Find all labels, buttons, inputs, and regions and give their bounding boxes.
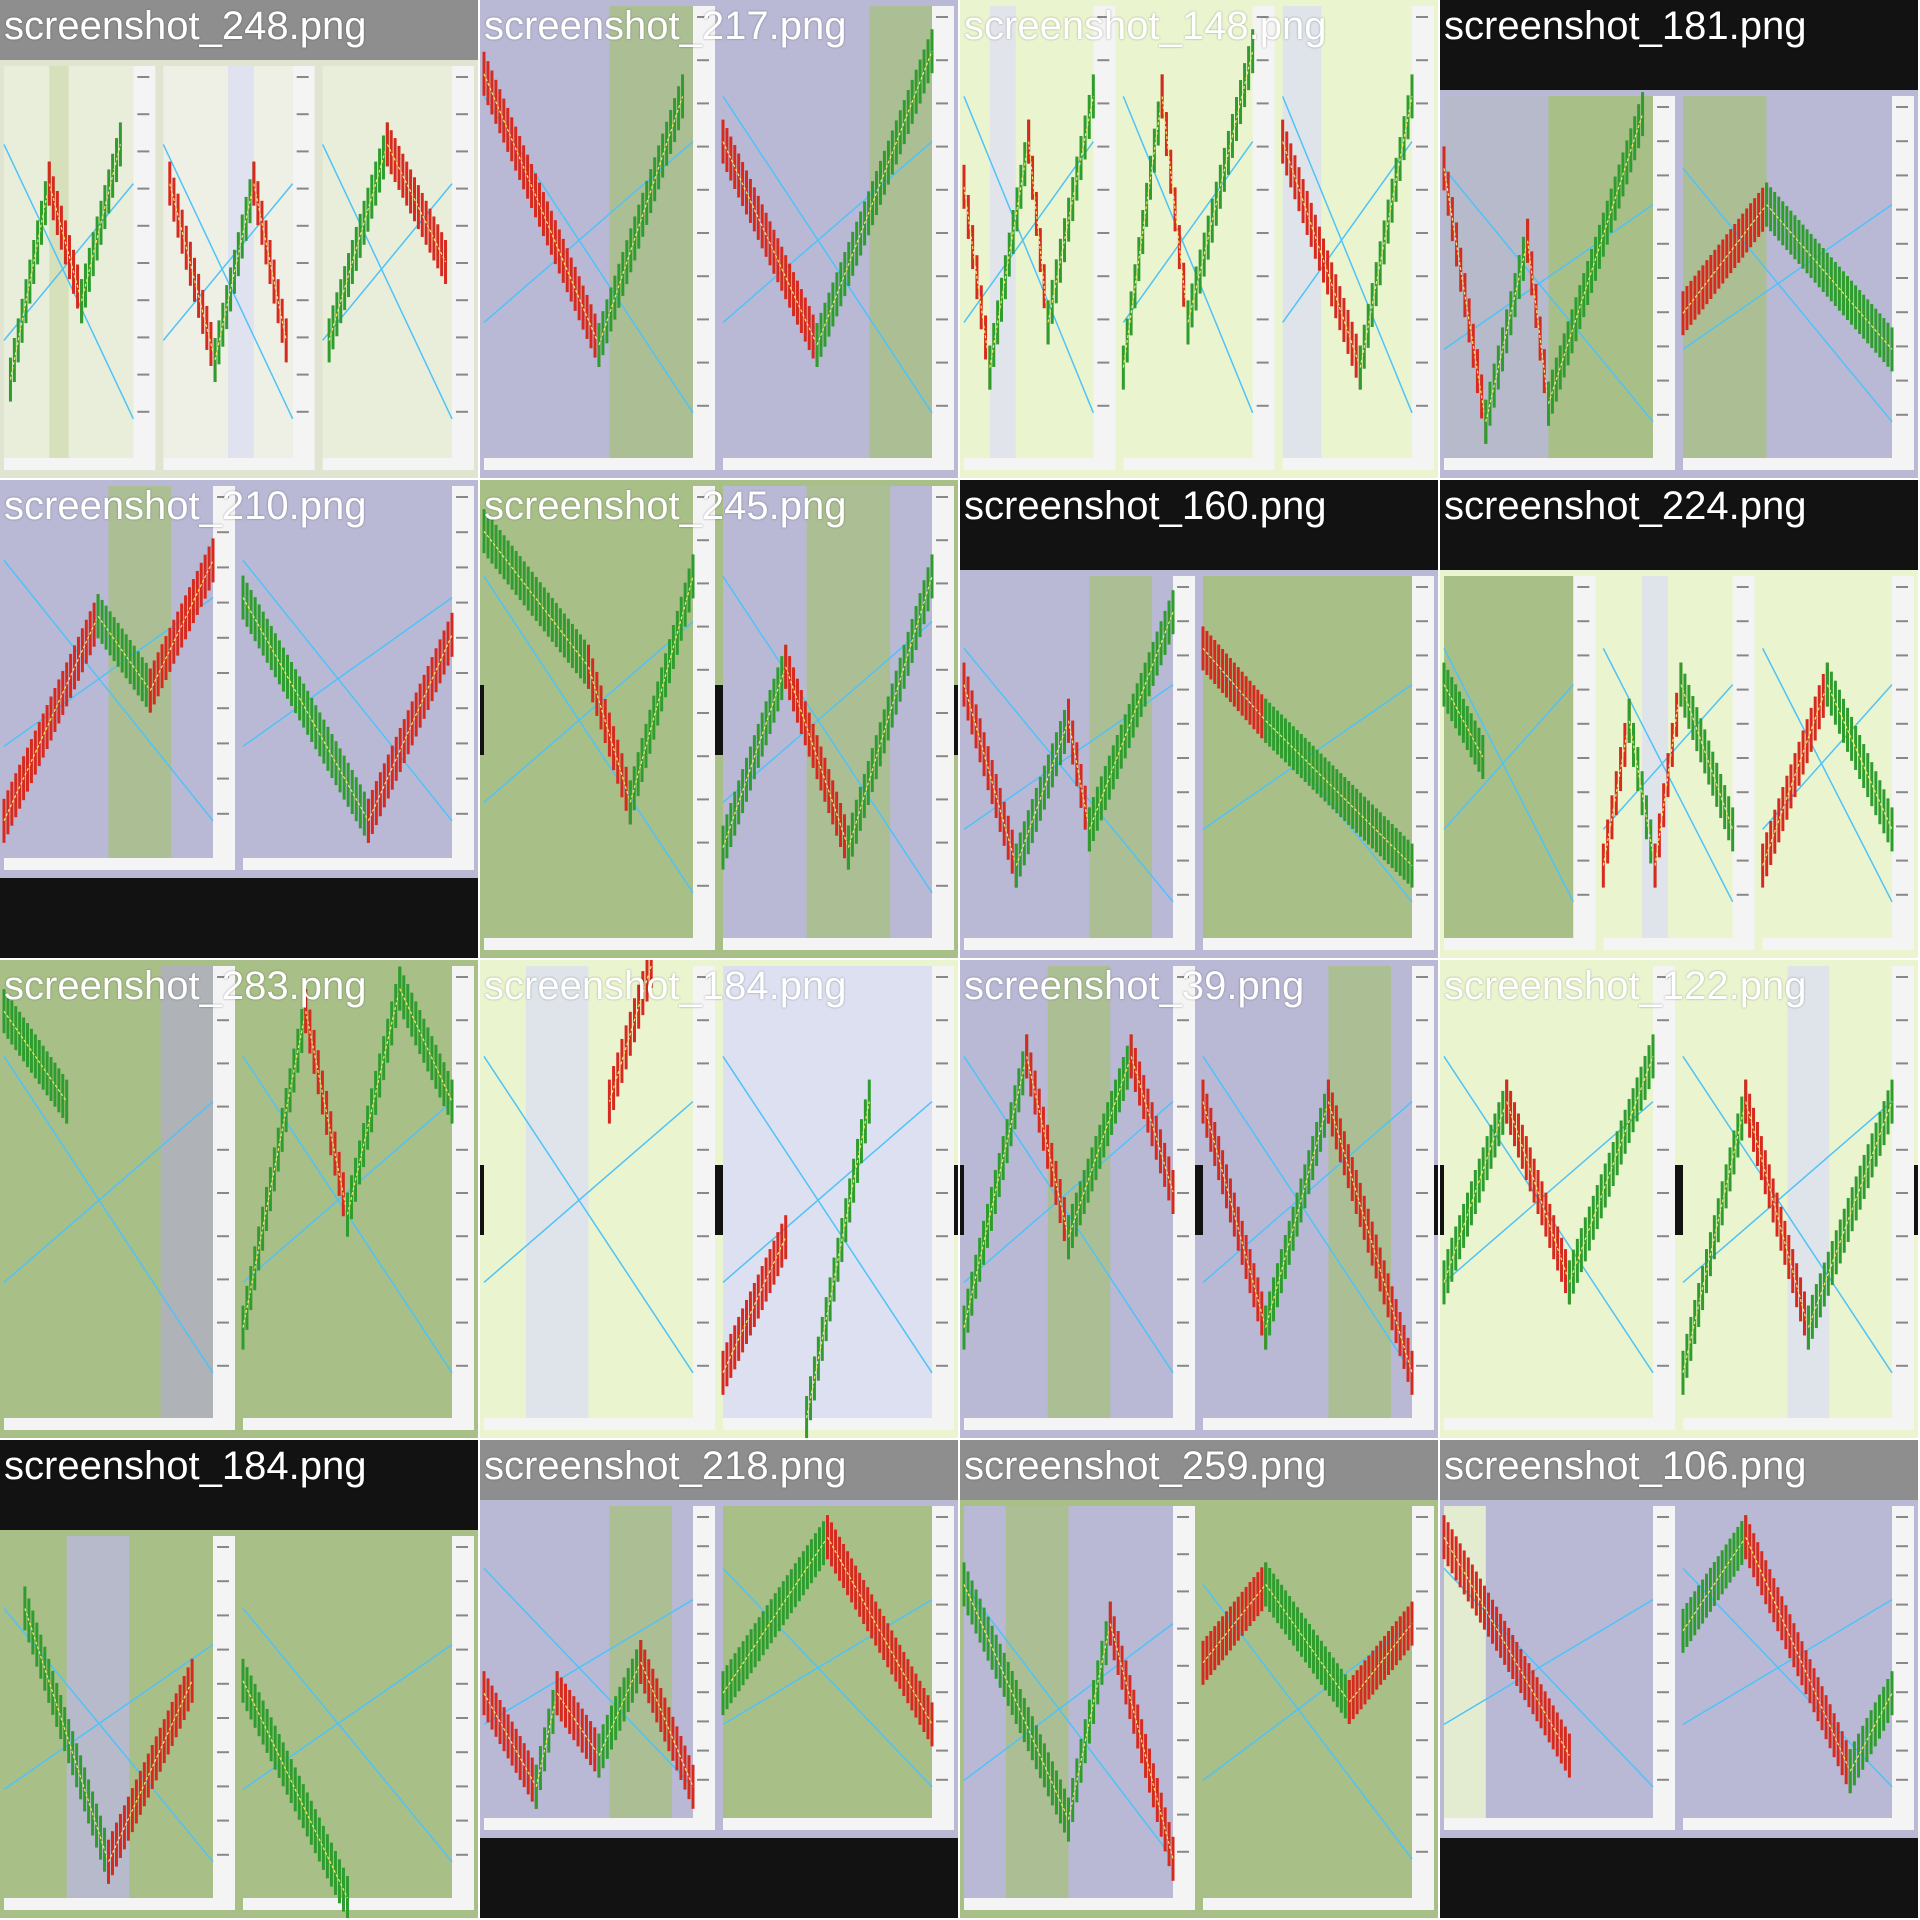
chart-pane	[1681, 966, 1914, 1430]
thumbnail-image	[960, 480, 1438, 958]
chart-pane	[2, 966, 235, 1430]
chart-pane	[3, 1536, 235, 1910]
chart-pane	[1681, 1506, 1914, 1830]
chart-pane	[962, 966, 1195, 1430]
thumbnail-image	[0, 1440, 478, 1918]
chart-pane	[482, 1506, 715, 1830]
chart-pane	[2, 486, 235, 870]
thumbnail-image	[480, 1440, 958, 1918]
thumbnail-tile[interactable]: screenshot_181.png	[1440, 0, 1918, 478]
thumbnail-tile[interactable]: screenshot_218.png	[480, 1440, 958, 1918]
chart-pane	[1121, 6, 1275, 470]
chart-pane	[1201, 576, 1434, 950]
chart-pane	[3, 66, 156, 470]
chart-pane	[1681, 96, 1914, 470]
thumbnail-image	[1440, 480, 1918, 958]
chart-pane	[962, 6, 1116, 470]
thumbnail-image	[1440, 0, 1918, 478]
thumbnail-tile[interactable]: screenshot_248.png	[0, 0, 478, 478]
thumbnail-tile[interactable]: screenshot_210.png	[0, 480, 478, 958]
thumbnail-tile[interactable]: screenshot_224.png	[1440, 480, 1918, 958]
chart-pane	[1442, 1506, 1675, 1830]
thumbnail-tile[interactable]: screenshot_283.png	[0, 960, 478, 1438]
thumbnail-image	[480, 960, 958, 1438]
thumbnail-image	[960, 1440, 1438, 1918]
thumbnail-image	[1440, 1440, 1918, 1918]
chart-pane	[1281, 6, 1434, 470]
chart-pane	[241, 486, 474, 870]
chart-pane	[962, 576, 1195, 950]
chart-pane	[1601, 576, 1755, 950]
thumbnail-image	[960, 960, 1438, 1438]
chart-pane	[1442, 576, 1596, 950]
chart-pane	[1201, 966, 1434, 1430]
chart-pane	[321, 66, 474, 470]
thumbnail-image	[960, 0, 1438, 478]
chart-pane	[1761, 576, 1914, 950]
thumbnail-tile[interactable]: screenshot_217.png	[480, 0, 958, 478]
thumbnail-image	[480, 480, 958, 958]
chart-pane	[241, 966, 474, 1430]
thumbnail-image	[0, 960, 478, 1438]
thumbnail-tile[interactable]: screenshot_184.png	[480, 960, 958, 1438]
thumbnail-tile[interactable]: screenshot_245.png	[480, 480, 958, 958]
thumbnail-tile[interactable]: screenshot_160.png	[960, 480, 1438, 958]
thumbnail-tile[interactable]: screenshot_148.png	[960, 0, 1438, 478]
chart-pane	[241, 1536, 474, 1918]
chart-pane	[1201, 1506, 1434, 1910]
chart-pane	[721, 1506, 954, 1830]
chart-pane	[721, 966, 954, 1438]
chart-pane	[483, 960, 715, 1430]
chart-pane	[962, 1506, 1195, 1910]
chart-pane	[721, 486, 954, 950]
chart-pane	[482, 6, 715, 470]
thumbnail-image	[1440, 960, 1918, 1438]
chart-pane	[721, 6, 954, 470]
thumbnail-image	[0, 480, 478, 958]
chart-pane	[162, 66, 315, 470]
thumbnail-tile[interactable]: screenshot_122.png	[1440, 960, 1918, 1438]
thumbnail-tile[interactable]: screenshot_259.png	[960, 1440, 1438, 1918]
thumbnail-image	[0, 0, 478, 478]
chart-pane	[1442, 966, 1675, 1430]
thumbnail-tile[interactable]: screenshot_39.png	[960, 960, 1438, 1438]
chart-pane	[482, 486, 715, 950]
thumbnail-tile[interactable]: screenshot_106.png	[1440, 1440, 1918, 1918]
thumbnail-image	[480, 0, 958, 478]
chart-pane	[1442, 92, 1675, 470]
thumbnail-tile[interactable]: screenshot_184.png	[0, 1440, 478, 1918]
